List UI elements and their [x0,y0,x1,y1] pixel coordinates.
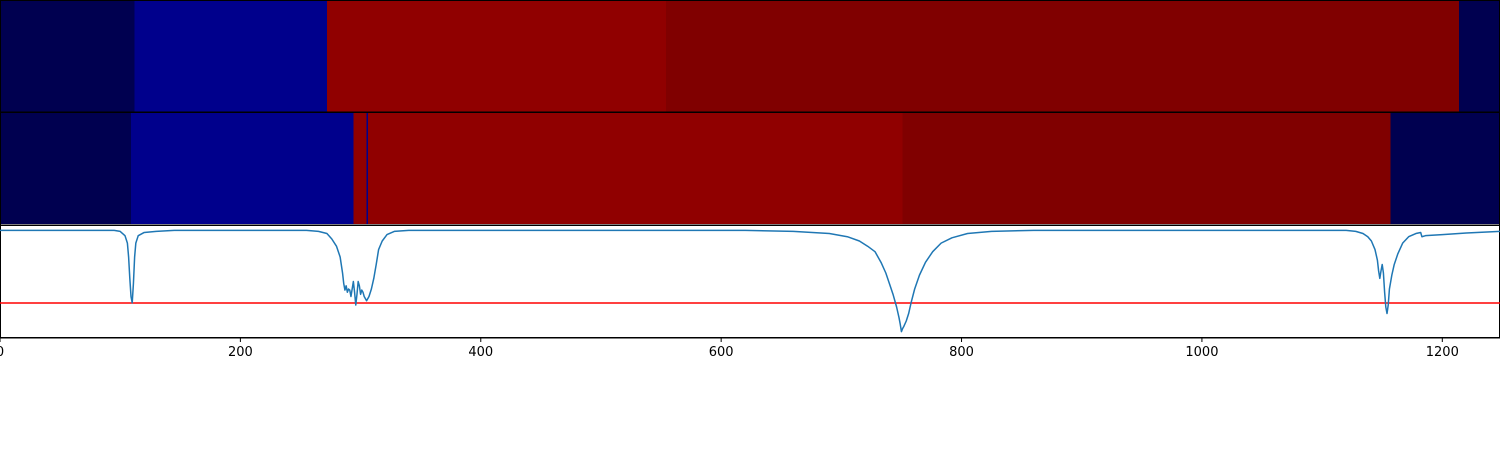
line-layer [0,225,1500,338]
heatmap-row-1-segment [1459,1,1500,112]
line-panel-frame [0,225,1500,338]
heatmap-row-2-segment [1390,113,1500,224]
x-tick-label: 0 [0,345,4,360]
heatmap-row-1-segment [134,1,327,112]
heatmap-row-1-segment [326,1,666,112]
x-tick-label: 800 [949,345,974,360]
signal-line [0,229,1500,333]
x-axis: 0 200 400 600 800 1000 1200 [0,337,1500,360]
heatmap-row-1-segment [0,1,135,112]
heatmap-row-1-segment [665,1,1460,112]
heatmap-row-2-segment [131,113,354,224]
x-tick-label: 400 [468,345,493,360]
x-tick-label: 1200 [1426,345,1459,360]
heatmap-row-2-segment [366,113,368,224]
heatmap-layer [0,0,1500,226]
x-tick-label: 600 [709,345,734,360]
x-tick-label: 1000 [1185,345,1218,360]
heatmap-row-2-segment [0,113,132,224]
heatmap-row-2-segment [902,113,1391,224]
heatmap-row-2-segment [353,113,367,224]
heatmap-row-2-segment [367,113,903,224]
x-tick-label: 200 [228,345,253,360]
